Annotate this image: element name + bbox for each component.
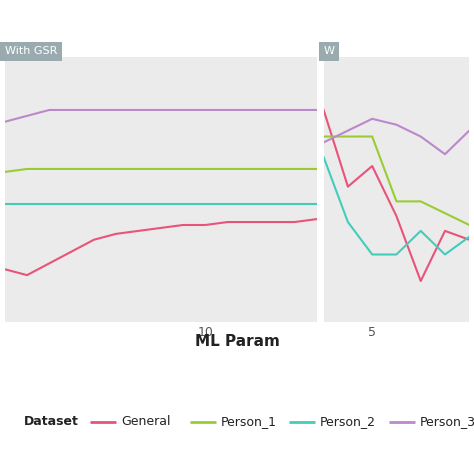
Text: Person_1: Person_1 bbox=[220, 415, 276, 428]
Text: ML Param: ML Param bbox=[194, 334, 280, 349]
Text: Person_2: Person_2 bbox=[320, 415, 376, 428]
Text: Dataset: Dataset bbox=[24, 415, 79, 428]
Text: General: General bbox=[121, 415, 170, 428]
Text: Person_3: Person_3 bbox=[419, 415, 474, 428]
Text: W: W bbox=[324, 46, 335, 56]
Text: With GSR: With GSR bbox=[5, 46, 57, 56]
